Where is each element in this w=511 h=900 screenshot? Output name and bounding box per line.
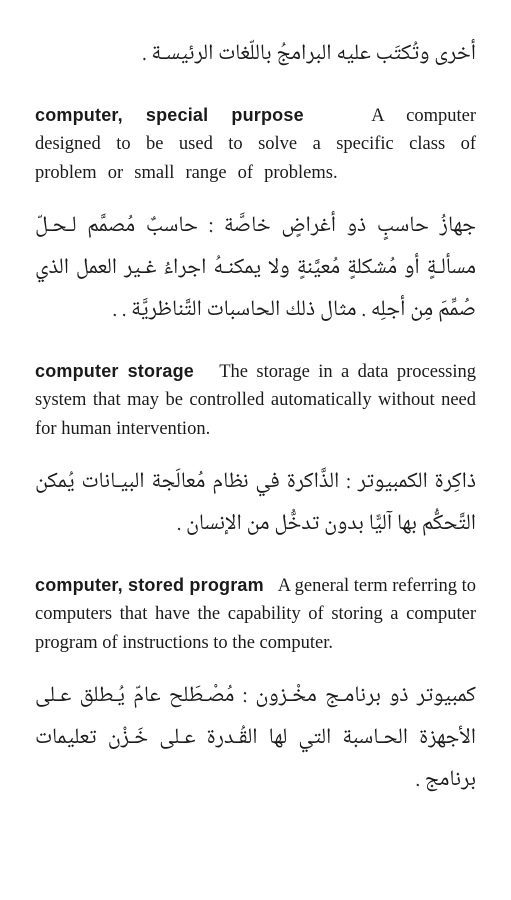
definition-arabic: ذاكِرة الكمبيوتر : الذَّاكرة في نظام مُع… (35, 462, 476, 546)
definition-arabic: أخرى وتُكتَب عليه البرامجُ باللّغات الرئ… (35, 34, 476, 76)
definition-english: computer storage The storage in a data p… (35, 358, 476, 444)
dictionary-entry: computer, stored program A general term … (35, 572, 476, 802)
term-heading: computer, special purpose (35, 105, 304, 125)
definition-arabic: كمبيوتر ذو برنامـج مخْـزون : مُصْـطَلح ع… (35, 676, 476, 801)
term-heading: computer, stored program (35, 575, 264, 595)
dictionary-entry: computer, special purpose A computer des… (35, 102, 476, 332)
definition-english: computer, stored program A general term … (35, 572, 476, 658)
dictionary-entry: computer storage The storage in a data p… (35, 358, 476, 546)
definition-arabic: جهازُ حاسبٍ ذو أغراضٍ خاصَّة : حاسبٌ مُص… (35, 206, 476, 331)
definition-english: computer, special purpose A computer des… (35, 102, 476, 188)
term-heading: computer storage (35, 361, 194, 381)
dictionary-entry: أخرى وتُكتَب عليه البرامجُ باللّغات الرئ… (35, 34, 476, 76)
